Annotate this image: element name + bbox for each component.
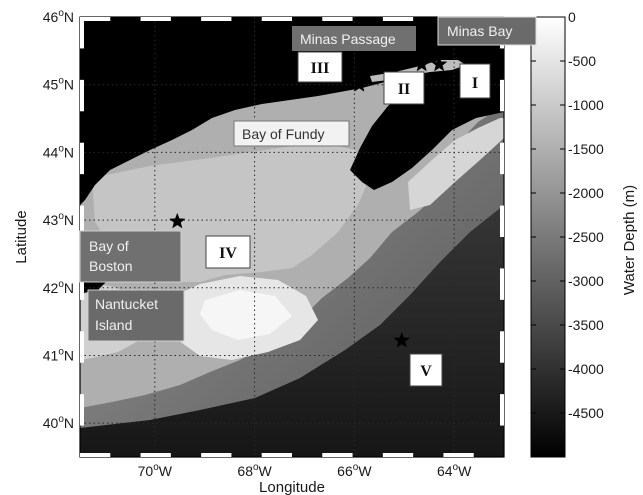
y-tick-label: 45oN [43,76,74,93]
svg-text:Minas Bay: Minas Bay [447,23,512,39]
frame-dash-bottom [140,453,171,457]
frame-dash-left [80,394,84,426]
svg-text:Bay of Fundy: Bay of Fundy [242,126,325,142]
colorbar-tick-label: -2500 [568,229,604,245]
label-minas-bay: Minas Bay [437,16,537,46]
colorbar-tick-label: -1000 [568,97,604,113]
station-box-III: III [297,51,343,83]
y-tick-label: 46oN [43,8,74,25]
svg-text:IV: IV [219,245,237,262]
map-gridlines [80,17,504,457]
colorbar-tick-label: -3000 [568,273,604,289]
label-minas-passage: Minas Passage [292,26,416,51]
frame-dash-top [261,17,292,21]
station-box-II: II [383,71,425,105]
y-tick-label: 40oN [43,414,74,431]
colorbar-title: Water Depth (m) [621,185,638,295]
station-star-IV [169,212,186,229]
label-nantucket-island: Nantucket Island [87,289,185,342]
svg-text:V: V [420,363,432,380]
frame-dash-left [80,331,84,363]
frame-dash-left [80,142,84,175]
x-tick-label: 70oW [138,462,173,479]
frame-dash-top [201,17,232,21]
station-star-III [351,75,368,92]
label-bay-of-boston: Bay of Boston [79,230,182,283]
label-bay-of-fundy: Bay of Fundy [233,120,350,147]
frame-dash-right [500,268,504,300]
colorbar-tick-label: -3500 [568,317,604,333]
colorbar-tick-label: -4500 [568,405,604,421]
svg-text:Island: Island [95,317,132,333]
y-tick-labels: 46oN 45oN 44oN 43oN 42oN 41oN 40oN [43,8,74,431]
station-star-I [430,55,448,72]
frame-dash-right [500,142,504,175]
frame-dash-bottom [322,453,353,457]
svg-text:II: II [398,81,410,98]
colorbar-tick-label: -1500 [568,141,604,157]
y-tick-label: 41oN [43,346,74,363]
colorbar-tick-label: -500 [568,53,596,69]
station-box-IV: IV [205,235,251,269]
frame-dash-left [80,79,84,112]
frame-dash-bottom [201,453,232,457]
frame-dash-left [80,268,84,300]
x-tick-label: 68oW [237,462,272,479]
map-frame-dashes [80,17,504,457]
y-tick-label: 43oN [43,211,74,228]
station-box-V: V [409,353,443,387]
station-star-V [393,331,410,348]
y-tick-label: 44oN [43,143,74,160]
svg-text:Nantucket: Nantucket [95,296,158,312]
svg-text:III: III [311,60,330,77]
depth-colorbar: 0 -500 -1000 -1500 -2000 -2500 -3000 -3500 -4000… [530,9,638,458]
frame-dash-right [500,331,504,363]
colorbar-tick-label: -4000 [568,361,604,377]
x-tick-label: 66oW [337,462,372,479]
x-axis-title: Longitude [259,479,325,495]
frame-dash-bottom [382,453,414,457]
station-box-I: I [459,63,491,99]
svg-text:Boston: Boston [89,258,133,274]
scotian-shelf-bank [408,118,504,210]
colorbar-ticks: 0 -500 -1000 -1500 -2000 -2500 -3000 -3500 -4000… [531,9,604,421]
frame-dash-right [500,394,504,426]
svg-text:Bay of: Bay of [89,238,129,254]
station-markers [169,55,448,348]
frame-dash-bottom [261,453,292,457]
colorbar-tick-label: -2000 [568,185,604,201]
frame-dash-right [500,205,504,237]
frame-dash-bottom [80,453,111,457]
svg-text:Minas Passage: Minas Passage [300,31,396,47]
frame-dash-top [382,17,414,21]
colorbar-gradient [530,16,566,458]
colorbar-tick-label: 0 [568,9,576,25]
x-tick-labels: 70oW 68oW 66oW 64oW [138,462,472,479]
frame-dash-top [140,17,171,21]
x-tick-label: 64oW [437,462,472,479]
frame-dash-left [80,17,84,49]
svg-text:I: I [472,75,478,92]
frame-dash-bottom [443,453,474,457]
land-mass [80,17,504,205]
y-axis-title: Latitude [13,210,30,263]
frame-dash-top [80,17,111,21]
frame-dash-right [500,79,504,112]
frame-dash-left [80,205,84,237]
station-star-II [413,55,430,72]
georges-bank-crest [200,290,292,340]
y-tick-label: 42oN [43,279,74,296]
frame-dash-top [322,17,353,21]
